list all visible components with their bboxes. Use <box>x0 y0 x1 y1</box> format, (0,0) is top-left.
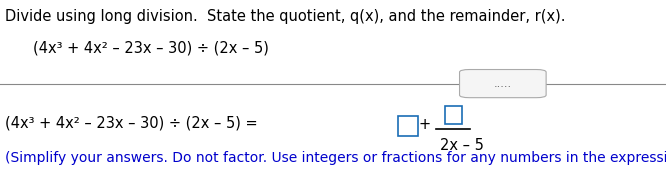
FancyBboxPatch shape <box>398 116 418 136</box>
Text: 2x – 5: 2x – 5 <box>440 138 484 153</box>
Text: (4x³ + 4x² – 23x – 30) ÷ (2x – 5): (4x³ + 4x² – 23x – 30) ÷ (2x – 5) <box>33 40 269 55</box>
Text: (4x³ + 4x² – 23x – 30) ÷ (2x – 5) =: (4x³ + 4x² – 23x – 30) ÷ (2x – 5) = <box>5 116 258 131</box>
Text: +: + <box>419 117 431 132</box>
FancyBboxPatch shape <box>460 70 546 98</box>
Text: .....: ..... <box>494 79 512 89</box>
Text: (Simplify your answers. Do not factor. Use integers or fractions for any numbers: (Simplify your answers. Do not factor. U… <box>5 151 666 165</box>
FancyBboxPatch shape <box>445 106 462 124</box>
Text: Divide using long division.  State the quotient, q(x), and the remainder, r(x).: Divide using long division. State the qu… <box>5 9 566 24</box>
